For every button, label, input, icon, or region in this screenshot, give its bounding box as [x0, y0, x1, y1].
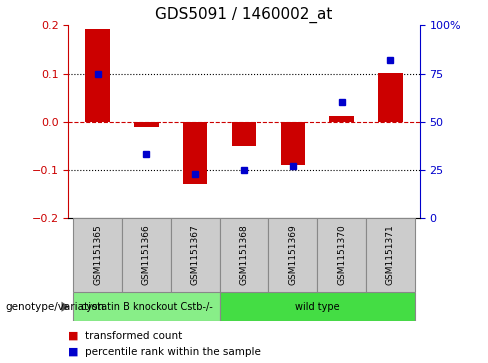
Title: GDS5091 / 1460002_at: GDS5091 / 1460002_at	[155, 7, 333, 23]
Text: GSM1151371: GSM1151371	[386, 225, 395, 285]
Bar	[85, 29, 110, 122]
Bar	[378, 73, 403, 122]
Bar	[317, 218, 366, 292]
Bar	[220, 218, 268, 292]
Text: cystatin B knockout Cstb-/-: cystatin B knockout Cstb-/-	[81, 302, 212, 312]
Bar	[183, 122, 207, 184]
Text: GSM1151366: GSM1151366	[142, 225, 151, 285]
Bar	[220, 292, 415, 321]
Bar	[73, 218, 122, 292]
Text: GSM1151365: GSM1151365	[93, 225, 102, 285]
Text: ■: ■	[68, 347, 79, 357]
Text: GSM1151368: GSM1151368	[240, 225, 248, 285]
Bar	[366, 218, 415, 292]
Text: GSM1151367: GSM1151367	[191, 225, 200, 285]
Text: transformed count: transformed count	[85, 331, 183, 341]
Bar	[134, 122, 159, 127]
Bar	[329, 116, 354, 122]
Text: ■: ■	[68, 331, 79, 341]
Bar	[122, 218, 171, 292]
Bar	[232, 122, 256, 146]
Text: GSM1151369: GSM1151369	[288, 225, 297, 285]
Bar	[268, 218, 317, 292]
Bar	[73, 292, 220, 321]
Text: percentile rank within the sample: percentile rank within the sample	[85, 347, 261, 357]
Bar	[171, 218, 220, 292]
Bar	[281, 122, 305, 165]
Text: wild type: wild type	[295, 302, 340, 312]
Text: GSM1151370: GSM1151370	[337, 225, 346, 285]
Text: genotype/variation: genotype/variation	[5, 302, 104, 312]
